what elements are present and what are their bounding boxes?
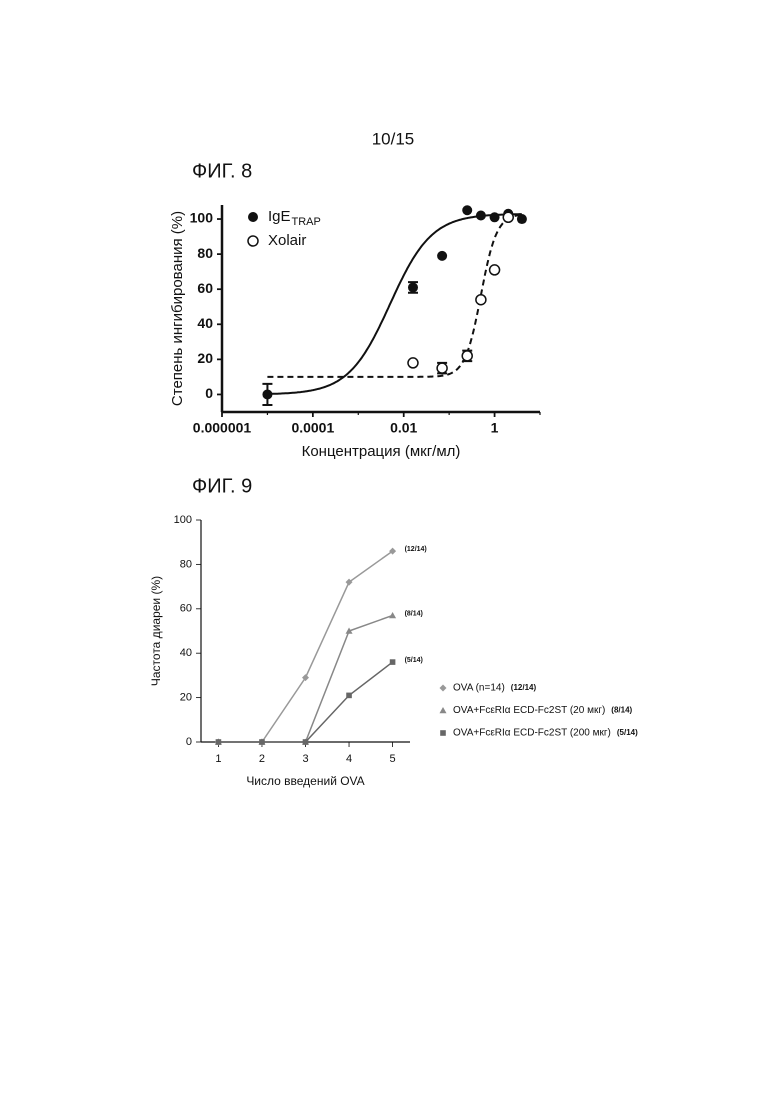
y-tick-label: 100 — [174, 514, 192, 526]
marker — [440, 685, 447, 692]
end-note: (12/14) — [405, 546, 427, 553]
marker — [440, 730, 446, 736]
marker — [408, 358, 418, 368]
y-tick-label: 20 — [180, 692, 192, 704]
x-tick-label: 0.000001 — [193, 420, 252, 436]
y-tick-label: 20 — [197, 350, 213, 366]
x-axis-label: Число введений OVA — [246, 774, 364, 788]
y-tick-label: 40 — [180, 647, 192, 659]
x-tick-label: 0.0001 — [291, 420, 334, 436]
legend-label: OVA+FcεRIα ECD-Fc2ST (20 мкг) — [453, 705, 605, 716]
x-axis-label: Концентрация (мкг/мл) — [302, 443, 461, 460]
marker — [462, 351, 472, 361]
x-tick-label: 1 — [491, 420, 499, 436]
marker — [303, 739, 309, 745]
marker — [476, 211, 486, 221]
page: 10/15 ФИГ. 80204060801000.0000010.00010.… — [0, 0, 780, 1103]
end-note: (5/14) — [405, 657, 423, 664]
y-tick-label: 100 — [190, 210, 214, 226]
marker — [248, 236, 258, 246]
marker — [462, 205, 472, 215]
marker — [262, 389, 272, 399]
marker — [346, 693, 352, 699]
x-tick-label: 3 — [302, 753, 308, 765]
y-tick-label: 80 — [180, 558, 192, 570]
marker — [476, 295, 486, 305]
marker — [408, 282, 418, 292]
legend-note: (8/14) — [611, 706, 632, 715]
page-number: 10/15 — [372, 129, 415, 148]
y-tick-label: 80 — [197, 245, 213, 261]
chart-title: ФИГ. 9 — [192, 475, 252, 497]
page-canvas: 10/15 ФИГ. 80204060801000.0000010.00010.… — [0, 0, 780, 1103]
x-tick-label: 0.01 — [390, 420, 417, 436]
marker — [390, 659, 396, 665]
legend-label: OVA (n=14) — [453, 683, 505, 694]
x-tick-label: 4 — [346, 753, 352, 765]
marker — [440, 707, 447, 713]
y-tick-label: 0 — [186, 736, 192, 748]
y-tick-label: 40 — [197, 315, 213, 331]
legend-label: Xolair — [268, 232, 306, 249]
series-line — [218, 551, 392, 742]
series-line — [218, 662, 392, 742]
legend-label: OVA+FcεRIα ECD-Fc2ST (200 мкг) — [453, 728, 611, 739]
end-note: (8/14) — [405, 610, 423, 617]
legend-note: (12/14) — [511, 683, 537, 692]
chart-title: ФИГ. 8 — [192, 160, 252, 182]
x-tick-label: 1 — [215, 753, 221, 765]
marker — [490, 212, 500, 222]
x-tick-label: 5 — [390, 753, 396, 765]
y-axis-label: Степень ингибирования (%) — [169, 211, 186, 406]
marker — [503, 212, 513, 222]
marker — [216, 739, 222, 745]
marker — [490, 265, 500, 275]
x-tick-label: 2 — [259, 753, 265, 765]
marker — [437, 363, 447, 373]
marker — [259, 739, 265, 745]
marker — [437, 251, 447, 261]
y-tick-label: 60 — [180, 603, 192, 615]
y-tick-label: 0 — [205, 385, 213, 401]
legend-subscript: TRAP — [292, 216, 321, 228]
y-tick-label: 60 — [197, 280, 213, 296]
marker — [248, 212, 258, 222]
marker — [389, 612, 396, 618]
y-axis-label: Частота диареи (%) — [149, 576, 163, 686]
legend-label: IgE — [268, 208, 291, 225]
legend-note: (5/14) — [617, 728, 638, 737]
